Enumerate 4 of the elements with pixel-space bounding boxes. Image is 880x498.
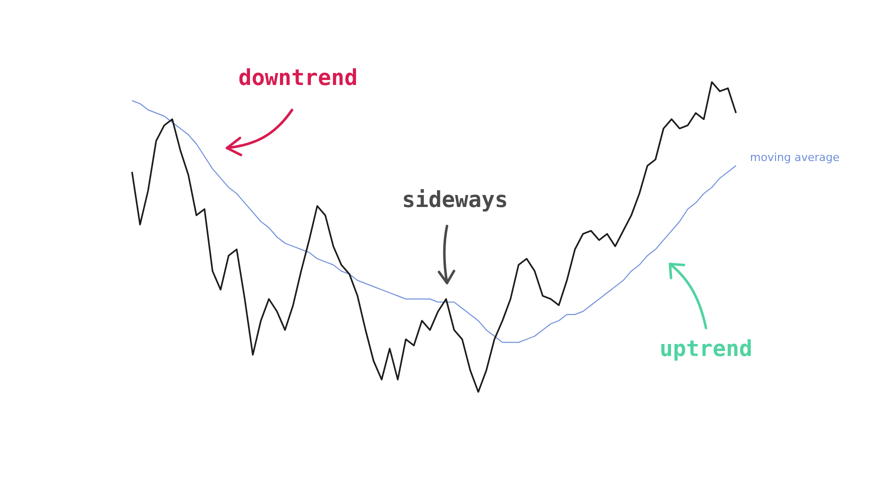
series-label: moving average: [750, 151, 840, 164]
annotation: uptrend: [660, 337, 752, 362]
annotation: downtrend: [238, 66, 358, 91]
annotation: sideways: [402, 188, 508, 213]
